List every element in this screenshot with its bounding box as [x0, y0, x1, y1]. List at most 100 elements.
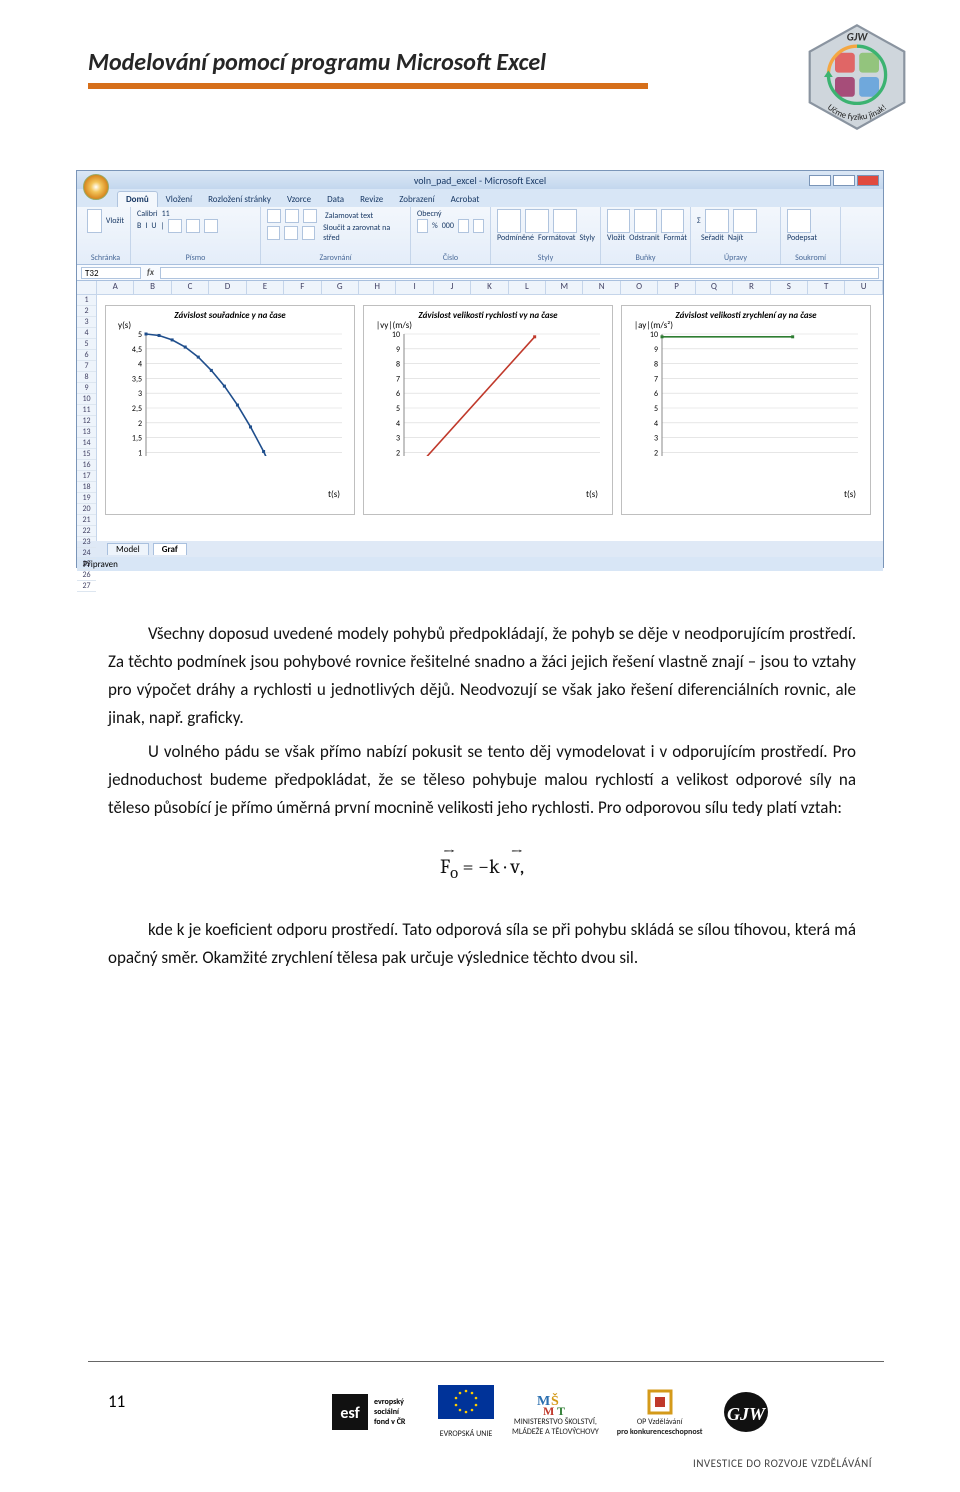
- column-header[interactable]: P: [658, 281, 695, 294]
- column-header[interactable]: G: [322, 281, 359, 294]
- office-orb-icon[interactable]: [83, 174, 109, 200]
- ribbon-label[interactable]: |: [161, 221, 165, 231]
- row-header[interactable]: 6: [77, 350, 96, 361]
- ribbon-label[interactable]: 000: [442, 221, 454, 231]
- sheet-tab[interactable]: Model: [107, 543, 149, 555]
- ribbon-label[interactable]: Obecný: [417, 209, 442, 219]
- ribbon-label[interactable]: %: [432, 221, 438, 231]
- ribbon-icon[interactable]: [204, 219, 218, 233]
- row-header[interactable]: 8: [77, 372, 96, 383]
- ribbon-tab[interactable]: Vzorce: [279, 192, 319, 207]
- column-header[interactable]: I: [396, 281, 433, 294]
- ribbon-tab[interactable]: Rozložení stránky: [200, 192, 279, 207]
- ribbon-label[interactable]: Formát: [664, 233, 687, 243]
- embedded-chart[interactable]: Závislost velikosti zrychlení ay na čase…: [621, 305, 871, 515]
- ribbon-label[interactable]: Vložit: [106, 216, 124, 226]
- ribbon-icon[interactable]: [733, 209, 757, 233]
- ribbon-tab[interactable]: Zobrazení: [391, 192, 442, 207]
- ribbon-label[interactable]: Zalamovat text: [325, 211, 373, 221]
- column-header[interactable]: T: [808, 281, 845, 294]
- column-header[interactable]: Q: [696, 281, 733, 294]
- column-header[interactable]: J: [434, 281, 471, 294]
- ribbon-icon[interactable]: [634, 209, 657, 233]
- ribbon-icon[interactable]: [87, 209, 102, 233]
- name-box[interactable]: T32: [81, 267, 141, 279]
- column-header[interactable]: A: [97, 281, 134, 294]
- ribbon-icon[interactable]: [607, 209, 630, 233]
- ribbon-icon[interactable]: [497, 209, 521, 233]
- ribbon-label[interactable]: Najít: [728, 233, 743, 243]
- ribbon-tab[interactable]: Revize: [352, 192, 391, 207]
- fx-icon[interactable]: fx: [147, 267, 154, 278]
- ribbon-label[interactable]: Formátovat: [538, 233, 575, 243]
- ribbon-tab[interactable]: Acrobat: [443, 192, 488, 207]
- ribbon-label[interactable]: Styly: [579, 233, 594, 243]
- ribbon-tab[interactable]: Vložení: [158, 192, 200, 207]
- ribbon-icon[interactable]: [661, 209, 684, 233]
- row-header[interactable]: 5: [77, 339, 96, 350]
- row-header[interactable]: 26: [77, 570, 96, 581]
- row-header[interactable]: 20: [77, 504, 96, 515]
- row-header[interactable]: 3: [77, 317, 96, 328]
- ribbon-label[interactable]: Podepsat: [787, 233, 817, 243]
- ribbon-tab[interactable]: Data: [319, 192, 352, 207]
- row-header[interactable]: 1: [77, 295, 96, 306]
- ribbon-icon[interactable]: [168, 219, 182, 233]
- column-header[interactable]: B: [134, 281, 171, 294]
- column-header[interactable]: N: [583, 281, 620, 294]
- column-header[interactable]: F: [284, 281, 321, 294]
- ribbon-label[interactable]: B: [137, 221, 141, 231]
- column-header[interactable]: C: [172, 281, 209, 294]
- ribbon-label[interactable]: Vložit: [607, 233, 625, 243]
- ribbon-label[interactable]: Σ: [697, 216, 701, 226]
- ribbon-tab[interactable]: Domů: [117, 191, 158, 207]
- row-header[interactable]: 7: [77, 361, 96, 372]
- ribbon-label[interactable]: U: [151, 221, 156, 231]
- embedded-chart[interactable]: Závislost souřadnice y na čase y(s) t(s)…: [105, 305, 355, 515]
- ribbon-label[interactable]: I: [145, 221, 147, 231]
- close-button[interactable]: [857, 175, 879, 186]
- column-header[interactable]: L: [509, 281, 546, 294]
- column-header[interactable]: H: [359, 281, 396, 294]
- row-header[interactable]: 13: [77, 427, 96, 438]
- column-header[interactable]: S: [771, 281, 808, 294]
- row-header[interactable]: 17: [77, 471, 96, 482]
- ribbon-label[interactable]: Calibri: [137, 209, 158, 219]
- ribbon-icon[interactable]: [267, 226, 280, 240]
- ribbon-icon[interactable]: [525, 209, 549, 233]
- row-header[interactable]: 9: [77, 383, 96, 394]
- row-header[interactable]: 4: [77, 328, 96, 339]
- row-header[interactable]: 22: [77, 526, 96, 537]
- ribbon-label[interactable]: Seřadit: [701, 233, 724, 243]
- row-header[interactable]: 19: [77, 493, 96, 504]
- ribbon-icon[interactable]: [553, 209, 577, 233]
- row-header[interactable]: 15: [77, 449, 96, 460]
- column-header[interactable]: E: [247, 281, 284, 294]
- row-header[interactable]: 27: [77, 581, 96, 592]
- embedded-chart[interactable]: Závislost velikosti rychlosti vy na čase…: [363, 305, 613, 515]
- row-header[interactable]: 16: [77, 460, 96, 471]
- ribbon-label[interactable]: Sloučit a zarovnat na střed: [323, 223, 404, 243]
- column-header[interactable]: R: [733, 281, 770, 294]
- row-header[interactable]: 10: [77, 394, 96, 405]
- ribbon-icon[interactable]: [473, 219, 484, 233]
- row-header[interactable]: 11: [77, 405, 96, 416]
- column-header[interactable]: D: [209, 281, 246, 294]
- ribbon-icon[interactable]: [267, 209, 281, 223]
- row-header[interactable]: 12: [77, 416, 96, 427]
- row-header[interactable]: 23: [77, 537, 96, 548]
- ribbon-icon[interactable]: [284, 226, 297, 240]
- ribbon-label[interactable]: Odstranit: [629, 233, 659, 243]
- sheet-tab[interactable]: Graf: [153, 543, 187, 555]
- formula-input[interactable]: [160, 267, 879, 279]
- ribbon-label[interactable]: Podmíněné: [497, 233, 534, 243]
- ribbon-icon[interactable]: [303, 209, 317, 223]
- ribbon-icon[interactable]: [285, 209, 299, 223]
- ribbon-icon[interactable]: [787, 209, 811, 233]
- minimize-button[interactable]: [809, 175, 831, 186]
- row-header[interactable]: 21: [77, 515, 96, 526]
- row-header[interactable]: 14: [77, 438, 96, 449]
- row-header[interactable]: 24: [77, 548, 96, 559]
- ribbon-label[interactable]: 11: [162, 209, 170, 219]
- column-header[interactable]: O: [621, 281, 658, 294]
